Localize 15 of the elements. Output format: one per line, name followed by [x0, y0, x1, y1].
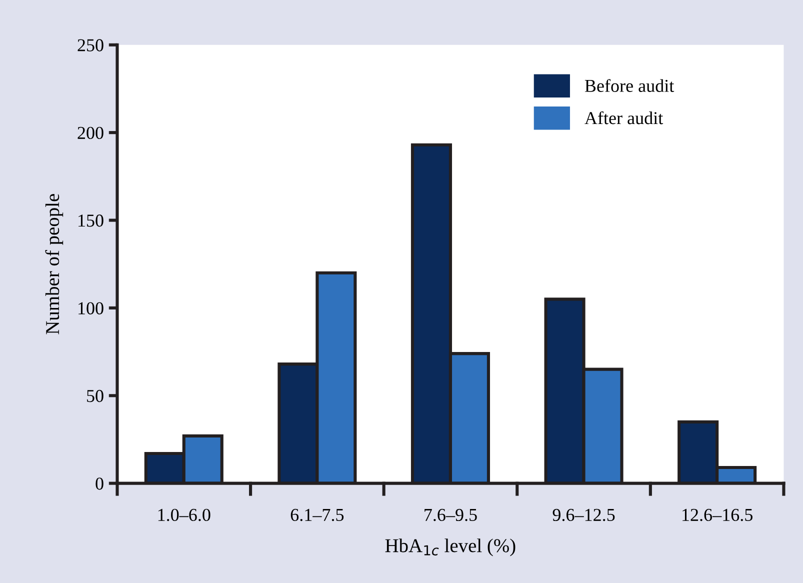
y-tick-label: 50: [87, 390, 104, 402]
y-tick-label: 150: [78, 214, 104, 227]
x-tick-label: 12.6–16.5: [682, 508, 752, 522]
x-tick-label: 6.1–7.5: [290, 508, 344, 522]
y-tick-label: 0: [96, 478, 104, 490]
legend-label: Before audit: [584, 79, 674, 92]
x-tick-label: 1.0–6.0: [158, 508, 210, 522]
x-tick-label: 9.6–12.5: [552, 508, 615, 522]
x-axis-title: HbA$_{1c}$ level (%): [385, 538, 516, 556]
y-tick-label: 250: [78, 39, 104, 52]
x-tick-label: 7.6–9.5: [424, 508, 477, 522]
y-tick-label: 100: [78, 302, 104, 314]
y-axis-title: Number of people: [45, 194, 64, 334]
legend-label: After audit: [584, 111, 664, 124]
y-tick-label: 200: [78, 126, 104, 140]
